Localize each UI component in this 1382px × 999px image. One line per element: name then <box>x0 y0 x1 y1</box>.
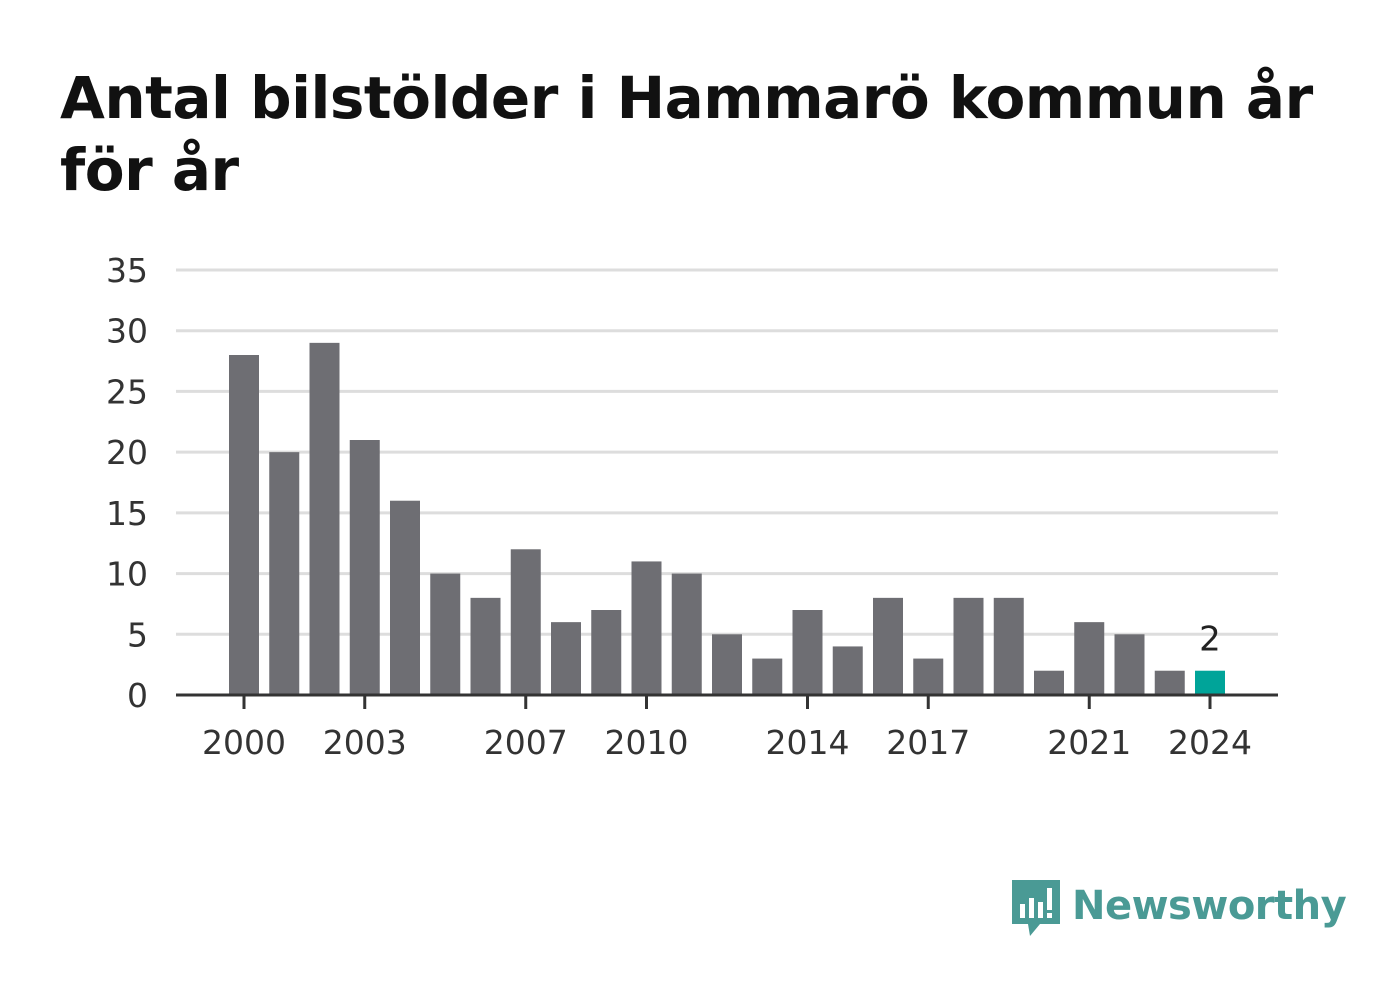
bar-2013 <box>752 658 783 695</box>
x-tick-label: 2000 <box>202 723 286 762</box>
bar-2002 <box>309 342 340 695</box>
bar-2021 <box>1074 622 1105 695</box>
x-tick-label: 2017 <box>886 723 970 762</box>
x-tick-label: 2014 <box>766 723 850 762</box>
bar-2005 <box>430 573 461 695</box>
bar-2023 <box>1154 670 1185 695</box>
bar-2016 <box>873 597 903 695</box>
bar-2007 <box>510 549 541 695</box>
bar-2022 <box>1114 634 1145 695</box>
x-tick-label: 2021 <box>1047 723 1131 762</box>
y-tick-label: 10 <box>106 555 148 594</box>
x-tick-label: 2010 <box>605 723 689 762</box>
bar-2008 <box>551 622 581 695</box>
bar-2024 <box>1195 670 1225 695</box>
bar-2010 <box>631 561 662 695</box>
bar-2000 <box>229 355 259 695</box>
bar-2012 <box>712 634 742 695</box>
bar-2019 <box>993 597 1024 695</box>
y-tick-label: 5 <box>127 615 148 654</box>
y-axis-ticks: 0 5 10 15 20 25 30 35 <box>106 251 148 715</box>
bar-2015 <box>832 646 863 695</box>
bar-2006 <box>470 597 501 695</box>
bar-2017 <box>913 658 944 695</box>
brand-name: Newsworthy <box>1072 883 1347 929</box>
y-tick-label: 25 <box>106 372 148 411</box>
bar-2003 <box>349 440 380 695</box>
x-axis-ticks: 2000 2003 2007 2010 2014 2017 2021 2024 <box>202 695 1252 762</box>
bar-2011 <box>671 573 702 695</box>
bar-2020 <box>1034 670 1064 695</box>
y-tick-label: 15 <box>106 494 148 533</box>
bar-2014 <box>792 610 823 695</box>
x-tick-label: 2024 <box>1168 723 1252 762</box>
y-tick-label: 30 <box>106 312 148 351</box>
brand-logo: Newsworthy <box>1010 878 1347 940</box>
bar-2018 <box>953 597 984 695</box>
x-tick-label: 2003 <box>323 723 407 762</box>
x-tick-label: 2007 <box>484 723 568 762</box>
y-tick-label: 0 <box>127 676 148 715</box>
bar-2009 <box>591 610 622 695</box>
y-tick-label: 35 <box>106 251 148 290</box>
gridlines <box>176 268 1278 636</box>
bars <box>229 342 1225 695</box>
bar-2004 <box>390 500 420 695</box>
bar-chart-speech-icon <box>1012 880 1060 936</box>
y-tick-label: 20 <box>106 433 148 472</box>
bar-2001 <box>269 452 300 695</box>
chart-title: Antal bilstölder i Hammarö kommun år för… <box>60 64 1313 204</box>
annotations: 2 <box>1199 620 1221 660</box>
data-label: 2 <box>1199 620 1221 660</box>
